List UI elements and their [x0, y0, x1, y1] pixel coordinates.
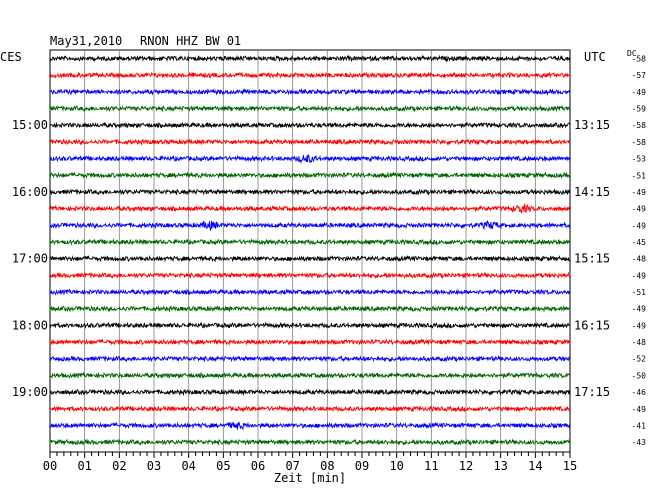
dc-offset-label: -49 [632, 405, 647, 414]
trace-line [49, 388, 571, 397]
trace-line [49, 371, 571, 380]
x-tick-label: 14 [528, 459, 542, 473]
trace-line [49, 288, 571, 296]
chart-station: RNON HHZ BW 01 [140, 34, 241, 48]
chart-date: May31,2010 [50, 34, 122, 48]
trace-line [49, 188, 571, 196]
time-axis: 00 01 02 03 04 05 06 07 08 09 10 11 12 13 14 15 [43, 452, 577, 473]
trace-line [49, 354, 571, 363]
trace-line [49, 138, 571, 146]
x-tick-label: 02 [112, 459, 126, 473]
dc-offset-label: -49 [632, 205, 647, 214]
right-hour-label: 15:15 [574, 252, 610, 266]
x-tick-label: 03 [147, 459, 161, 473]
trace-line [49, 438, 571, 447]
dc-offset-label: -49 [632, 188, 647, 197]
x-tick-label: 07 [285, 459, 299, 473]
x-tick-label: 12 [459, 459, 473, 473]
dc-offset-label: -51 [632, 171, 647, 180]
dc-offset-label: -48 [632, 255, 647, 264]
trace-line [49, 203, 571, 214]
right-hour-label: 14:15 [574, 185, 610, 199]
dc-label: DC [627, 49, 637, 58]
trace-line [49, 219, 571, 232]
x-tick-label: 04 [181, 459, 195, 473]
x-tick-label: 10 [389, 459, 403, 473]
dc-offset-label: -52 [632, 355, 647, 364]
x-tick-label: 01 [77, 459, 91, 473]
dc-offset-label: -45 [632, 238, 647, 247]
dc-offset-label: -41 [632, 421, 647, 430]
trace-line [49, 404, 571, 413]
left-hour-label: 19:00 [12, 385, 48, 399]
dc-offset-label: -58 [632, 55, 647, 64]
dc-offset-label: -50 [632, 371, 647, 380]
trace-line [49, 54, 571, 63]
left-timezone-label: CES [0, 50, 22, 64]
x-tick-label: 09 [355, 459, 369, 473]
right-timezone-label: UTC [584, 50, 606, 64]
dc-offset-label: -43 [632, 438, 647, 447]
x-tick-label: 08 [320, 459, 334, 473]
trace-line [49, 238, 571, 246]
dc-offset-label: -57 [632, 71, 647, 80]
dc-offset-label: -58 [632, 138, 647, 147]
dc-offset-labels: -58 -57 -49 -59 -58 -58 -53 -51 -49 -49 -49 -45 -48 -… [632, 55, 647, 448]
dc-offset-label: -59 [632, 105, 647, 114]
plot-frame [49, 49, 571, 453]
seismic-traces [49, 54, 571, 447]
dc-offset-label: -53 [632, 155, 647, 164]
right-hour-label: 17:15 [574, 385, 610, 399]
trace-line [49, 305, 571, 313]
dc-offset-label: -49 [632, 221, 647, 230]
x-tick-label: 13 [493, 459, 507, 473]
trace-line [49, 338, 571, 346]
dc-offset-label: -49 [632, 88, 647, 97]
trace-line [49, 154, 571, 165]
dc-offset-label: -46 [632, 388, 647, 397]
dc-offset-label: -48 [632, 338, 647, 347]
right-hour-labels: 13:15 14:15 15:15 16:15 17:15 [574, 118, 610, 399]
trace-line [49, 271, 571, 280]
right-hour-label: 16:15 [574, 318, 610, 332]
trace-line [49, 87, 571, 96]
dc-offset-label: -58 [632, 121, 647, 130]
x-tick-label: 06 [251, 459, 265, 473]
dc-offset-label: -49 [632, 271, 647, 280]
trace-line [49, 321, 571, 330]
left-hour-label: 17:00 [12, 252, 48, 266]
x-tick-label: 00 [43, 459, 57, 473]
x-axis-label: Zeit [min] [274, 471, 346, 485]
dc-offset-label: -51 [632, 288, 647, 297]
x-tick-label: 05 [216, 459, 230, 473]
trace-line [49, 71, 571, 79]
x-tick-label: 11 [424, 459, 438, 473]
trace-line [49, 421, 571, 431]
trace-line [49, 254, 571, 263]
trace-line [49, 121, 571, 130]
left-hour-label: 18:00 [12, 318, 48, 332]
left-hour-labels: 15:00 16:00 17:00 18:00 19:00 [12, 118, 48, 399]
trace-line [49, 171, 571, 180]
right-hour-label: 13:15 [574, 118, 610, 132]
x-tick-label: 15 [563, 459, 577, 473]
trace-line [49, 104, 571, 113]
minute-grid [84, 50, 536, 452]
left-hour-label: 16:00 [12, 185, 48, 199]
left-hour-label: 15:00 [12, 118, 48, 132]
dc-offset-label: -49 [632, 305, 647, 314]
dc-offset-label: -49 [632, 321, 647, 330]
